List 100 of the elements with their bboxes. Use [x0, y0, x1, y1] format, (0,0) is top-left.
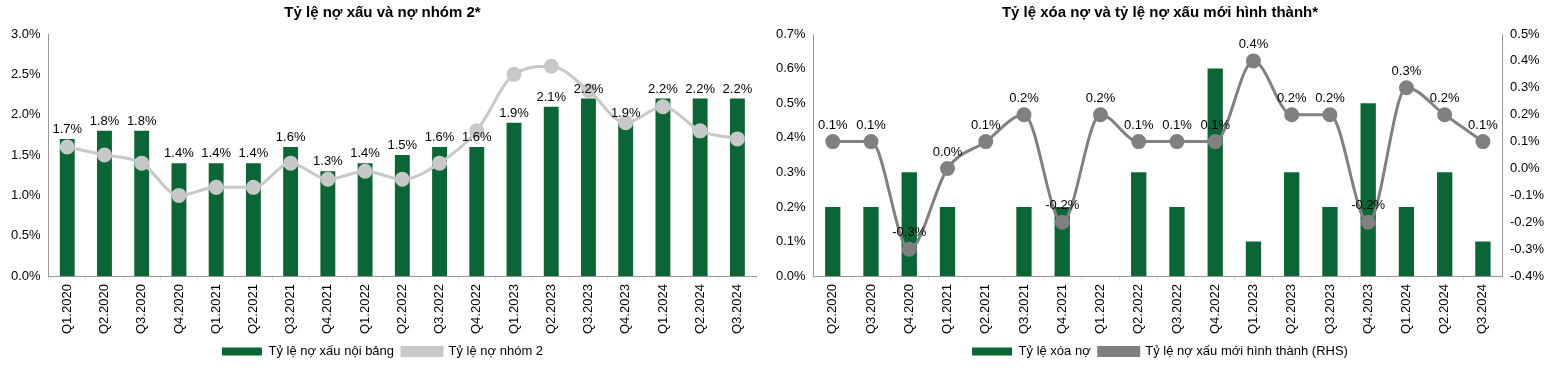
- y2-tick-label: 0.4%: [1510, 52, 1541, 68]
- data-label: 1.6%: [275, 129, 306, 145]
- point: [1475, 134, 1491, 150]
- y-tick-label: 0.2%: [775, 198, 807, 214]
- bar: [939, 206, 956, 277]
- x-tick-label: Q4.2020: [900, 284, 916, 334]
- x-tick-label: Q1.2023: [1245, 284, 1261, 334]
- y-tick-label: 0.5%: [775, 94, 807, 110]
- bar: [469, 146, 485, 277]
- x-tick-label: Q4.2022: [468, 284, 484, 334]
- data-label: 0.1%: [817, 116, 848, 132]
- point: [1016, 107, 1032, 123]
- data-label: 1.6%: [424, 129, 455, 145]
- x-tick-label: Q2.2020: [96, 284, 112, 334]
- data-label: 1.7%: [52, 121, 83, 136]
- y2-tick-label: -0.4%: [1510, 267, 1545, 283]
- bar: [1245, 241, 1262, 277]
- point: [692, 123, 708, 139]
- bar: [1475, 241, 1491, 277]
- y-tick-label: 1.5%: [10, 146, 42, 162]
- point: [1322, 107, 1338, 123]
- point: [939, 161, 955, 177]
- y-tick-label: 0.6%: [775, 60, 807, 76]
- x-tick-label: Q3.2020: [862, 284, 878, 334]
- point: [1207, 134, 1223, 150]
- bar: [543, 106, 559, 277]
- data-label: 0.1%: [1162, 116, 1193, 132]
- x-tick-label: Q4.2021: [1053, 284, 1069, 334]
- x-tick-label: Q1.2023: [505, 284, 521, 334]
- point: [394, 171, 410, 187]
- x-tick-label: Q1.2022: [356, 284, 372, 334]
- data-label: 0.2%: [1315, 89, 1346, 105]
- x-tick-label: Q1.2021: [207, 284, 223, 334]
- x-tick-label: Q2.2021: [977, 284, 993, 334]
- legend-label: Tỷ lệ xóa nợ: [1018, 343, 1092, 359]
- bar: [1169, 206, 1185, 277]
- data-label: 0.2%: [1085, 89, 1116, 105]
- y-tick-label: 0.7%: [775, 25, 807, 41]
- point: [901, 241, 917, 257]
- point: [1284, 107, 1300, 123]
- x-tick-label: Q2.2024: [1436, 284, 1452, 334]
- x-tick-label: Q3.2024: [1474, 284, 1490, 334]
- legend-label: Tỷ lệ nợ xấu mới hình thành (RHS): [1145, 343, 1348, 359]
- x-tick-label: Q1.2020: [58, 284, 74, 334]
- x-tick-label: Q3.2023: [1321, 284, 1337, 334]
- y2-tick-label: -0.1%: [1510, 187, 1545, 202]
- x-tick-label: Q1.2024: [654, 284, 670, 334]
- x-tick-label: Q4.2020: [170, 284, 186, 334]
- point: [1054, 214, 1070, 230]
- point: [1360, 214, 1376, 230]
- bar: [692, 98, 708, 277]
- data-label: 1.9%: [499, 104, 530, 120]
- x-tick-label: Q3.2021: [1015, 284, 1031, 334]
- data-label: 0.4%: [1238, 35, 1269, 51]
- point: [506, 66, 522, 82]
- bar: [59, 138, 75, 277]
- data-label: -0.2%: [1351, 197, 1386, 213]
- point: [1169, 134, 1185, 150]
- bar: [97, 130, 112, 277]
- bar: [1398, 206, 1415, 277]
- y-tick-label: 2.5%: [10, 65, 42, 81]
- data-label: 0.1%: [856, 116, 887, 132]
- y-tick-label: 0.1%: [775, 233, 807, 249]
- bar: [863, 206, 879, 277]
- bar: [1016, 206, 1032, 277]
- y-tick-label: 0.0%: [775, 267, 807, 283]
- data-label: 1.3%: [313, 153, 344, 169]
- data-label: 1.4%: [350, 145, 381, 161]
- data-label: 0.1%: [1468, 116, 1499, 132]
- bar: [283, 146, 299, 277]
- y2-tick-label: 0.0%: [1510, 160, 1541, 176]
- bar: [618, 122, 634, 277]
- bar: [134, 130, 150, 277]
- x-tick-label: Q3.2022: [431, 284, 447, 334]
- point: [134, 155, 150, 171]
- bar: [394, 155, 410, 277]
- x-tick-label: Q4.2021: [319, 284, 335, 334]
- x-tick-label: Q3.2022: [1168, 284, 1184, 334]
- x-tick-label: Q3.2023: [580, 284, 596, 334]
- point: [1398, 80, 1414, 96]
- data-label: 1.4%: [201, 145, 232, 161]
- point: [978, 134, 994, 150]
- data-label: -0.3%: [892, 224, 927, 240]
- point: [320, 171, 336, 187]
- x-tick-label: Q4.2022: [1206, 284, 1222, 334]
- data-label: -0.2%: [1045, 197, 1080, 213]
- y-tick-label: 2.0%: [10, 106, 42, 122]
- data-label: 1.6%: [461, 129, 493, 145]
- data-label: 2.2%: [648, 80, 679, 96]
- chart-title: Tỷ lệ nợ xấu và nợ nhóm 2*: [284, 3, 481, 21]
- data-label: 2.2%: [573, 80, 604, 96]
- x-tick-label: Q3.2021: [282, 284, 298, 334]
- data-label: 0.1%: [1123, 116, 1154, 132]
- y-tick-label: 0.4%: [775, 129, 807, 145]
- data-label: 0.1%: [970, 116, 1001, 132]
- bar: [506, 122, 522, 277]
- y2-tick-label: 0.1%: [1510, 133, 1541, 149]
- point: [1437, 107, 1453, 123]
- data-label: 2.1%: [536, 88, 567, 104]
- data-label: 0.2%: [1276, 89, 1307, 105]
